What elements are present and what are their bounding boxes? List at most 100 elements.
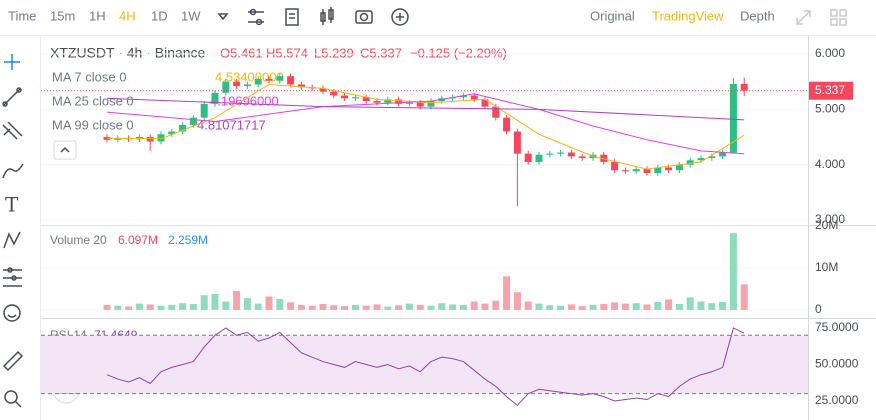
candle-body	[513, 131, 521, 154]
indicator-icon[interactable]	[248, 8, 264, 26]
measure-tool[interactable]	[3, 267, 22, 287]
volume-bar	[265, 296, 273, 310]
zoom-tool[interactable]	[4, 390, 22, 408]
template-icon[interactable]	[285, 8, 299, 26]
candle-body	[611, 161, 619, 171]
candle-body	[697, 158, 705, 161]
candle-body	[470, 95, 478, 100]
trendline-tool[interactable]	[2, 87, 22, 107]
ma-value: 4.19696000	[210, 93, 279, 108]
volume-bar	[675, 304, 683, 310]
volume-bar	[708, 303, 716, 310]
price-tick-label: 6.000	[815, 46, 845, 60]
volume-bar	[729, 233, 737, 310]
view-button[interactable]: Depth	[740, 8, 775, 23]
price-tick-label: 3.000	[815, 212, 845, 226]
interval-button[interactable]: 1D	[151, 8, 168, 23]
candle-body	[351, 97, 359, 99]
ma-label: MA 99 close 0	[52, 117, 134, 132]
volume-bar	[384, 306, 392, 310]
volume-bar	[697, 301, 705, 310]
candle-body	[319, 88, 327, 92]
interval-button[interactable]: 1W	[181, 8, 201, 23]
expand-icon[interactable]	[796, 10, 811, 25]
volume-bar	[330, 305, 338, 310]
candle-body	[708, 156, 716, 159]
fib-tool[interactable]	[2, 121, 23, 140]
candle-body	[632, 169, 640, 172]
candle-body	[557, 152, 565, 154]
candle-body	[114, 138, 122, 140]
symbol-label: XTZUSDT · 4h · Binance	[50, 45, 206, 61]
candle-body	[146, 137, 154, 142]
candle-body	[384, 99, 392, 103]
candle-body	[276, 76, 284, 81]
candle-body	[211, 92, 219, 104]
layout-icon[interactable]	[830, 9, 847, 26]
screenshot-icon[interactable]	[355, 10, 373, 24]
volume-bar	[632, 303, 640, 310]
candle-body	[503, 117, 511, 132]
view-button[interactable]: Original	[590, 8, 635, 23]
crosshair-tool[interactable]	[4, 54, 20, 70]
volume-bar	[308, 305, 316, 310]
ruler-tool[interactable]	[2, 350, 24, 372]
volume-bar	[341, 306, 349, 310]
text-tool-icon[interactable]: T	[5, 193, 19, 217]
ma-value: 4.53400000	[215, 69, 284, 84]
candle-body	[719, 152, 727, 157]
emoji-tool[interactable]	[3, 304, 21, 322]
candle-body	[567, 152, 575, 157]
view-button[interactable]: TradingView	[652, 8, 724, 23]
candle-body	[459, 95, 467, 98]
candle-body	[524, 153, 532, 162]
candle-body	[254, 78, 262, 85]
candle-body	[492, 106, 500, 118]
interval-button[interactable]: 1H	[89, 8, 106, 23]
volume-bar	[297, 304, 305, 310]
volume-bar	[416, 304, 424, 310]
candle-body	[200, 103, 208, 118]
volume-bar	[546, 305, 554, 310]
volume-bar	[740, 284, 748, 310]
volume-tick-label: 20M	[815, 218, 838, 232]
candle-body	[243, 84, 251, 87]
chart-type-icon[interactable]	[320, 7, 334, 25]
volume-bar	[125, 306, 133, 310]
candle-body	[686, 160, 694, 165]
rsi-band	[41, 335, 808, 394]
add-icon[interactable]	[391, 8, 409, 26]
brush-tool[interactable]	[2, 163, 24, 179]
collapse-button[interactable]	[53, 140, 77, 160]
candle-body	[395, 99, 403, 104]
candle-body	[287, 76, 295, 85]
interval-button[interactable]: 4H	[119, 8, 136, 23]
volume-tick-label: 0	[815, 302, 822, 316]
pattern-tool[interactable]	[3, 231, 21, 249]
volume-bar	[373, 304, 381, 310]
volume-bar	[189, 304, 197, 310]
candle-body	[654, 167, 662, 173]
dropdown-icon[interactable]	[217, 13, 229, 21]
interval-button[interactable]: 15m	[50, 8, 75, 23]
price-tick-label: 5.000	[815, 102, 845, 116]
candle-body	[189, 117, 197, 125]
ohlc-value: L5.239	[314, 45, 354, 60]
volume-value: 2.259M	[168, 233, 208, 247]
candle-body	[427, 101, 435, 107]
rsi-tick-label: 50.0000	[815, 357, 859, 371]
volume-bar	[103, 304, 111, 310]
volume-bar	[535, 303, 543, 310]
interval-button[interactable]: Time	[8, 8, 36, 23]
candle-body	[222, 81, 230, 93]
candle-body	[621, 170, 629, 172]
volume-bar	[114, 305, 122, 310]
candle-body	[416, 102, 424, 107]
volume-bar	[459, 304, 467, 310]
volume-bar	[211, 293, 219, 310]
candle-body	[481, 99, 489, 107]
ohlc-value: C5.337	[360, 45, 402, 60]
volume-bar	[686, 297, 694, 310]
ma-line	[106, 97, 745, 121]
volume-bar	[492, 300, 500, 310]
